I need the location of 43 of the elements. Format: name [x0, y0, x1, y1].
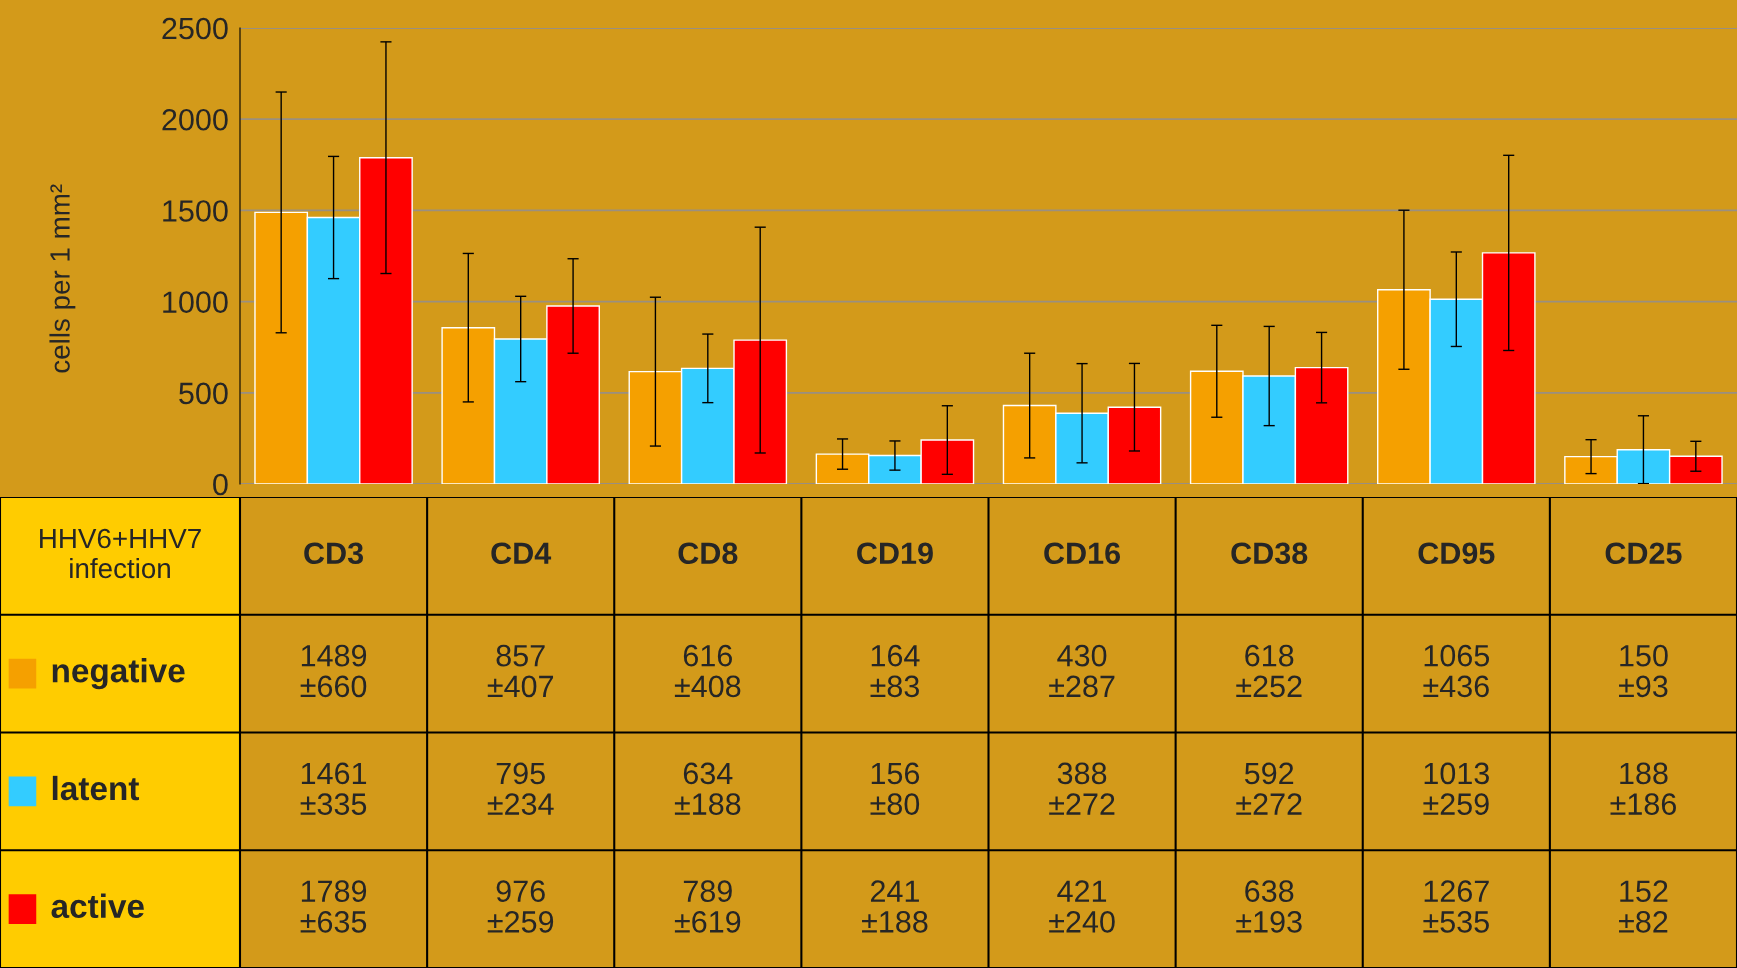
y-tick-label: 500 [179, 382, 228, 405]
y-tick-label: 2000 [162, 108, 228, 131]
x-tick-label: CD19 [857, 542, 933, 565]
data-label: 430 ±287 [1049, 644, 1115, 698]
x-tick-label: CD95 [1418, 542, 1495, 565]
data-label: 616 ±408 [674, 644, 741, 698]
data-label: 1489 ±660 [300, 644, 367, 698]
y-tick-label: 2500 [162, 17, 228, 40]
data-label: 156 ±80 [870, 762, 920, 815]
data-label: 638 ±193 [1236, 880, 1302, 933]
y-axis-title: cells per 1 mm² [49, 184, 76, 373]
legend-title: HHV6+HHV7 infection [40, 528, 201, 579]
x-tick-label: CD3 [304, 542, 364, 565]
data-label: 421 ±240 [1049, 880, 1115, 933]
data-label: 388 ±272 [1049, 762, 1115, 815]
legend-label: active [51, 893, 144, 919]
x-tick-label: CD4 [491, 542, 552, 565]
data-label: 795 ±234 [487, 762, 554, 815]
y-tick-label: 1000 [163, 291, 228, 313]
x-tick-label: CD8 [678, 542, 738, 565]
legend-label: latent [52, 775, 140, 801]
data-label: 857 ±407 [487, 644, 554, 698]
data-label: 152 ±82 [1619, 880, 1668, 933]
data-label: 634 ±188 [674, 762, 741, 815]
x-tick-label: CD25 [1605, 542, 1682, 565]
data-label: 1267 ±535 [1423, 880, 1489, 933]
data-label: 1789 ±635 [300, 880, 367, 933]
y-tick-label: 1500 [163, 200, 228, 222]
x-tick-label: CD38 [1231, 542, 1308, 565]
data-label: 618 ±252 [1236, 644, 1302, 698]
data-label: 1461 ±335 [300, 762, 367, 815]
data-label: 150 ±93 [1619, 644, 1668, 698]
y-tick-label: 0 [213, 473, 228, 496]
legend-label: negative [52, 658, 185, 690]
data-label: 1013 ±259 [1423, 762, 1489, 815]
data-label: 789 ±619 [674, 880, 741, 933]
x-tick-label: CD16 [1044, 542, 1121, 565]
data-label: 1065 ±436 [1423, 644, 1490, 698]
data-label: 188 ±186 [1610, 762, 1676, 815]
data-label: 592 ±272 [1236, 762, 1302, 815]
data-label: 976 ±259 [487, 880, 554, 933]
data-label: 241 ±188 [862, 880, 928, 933]
data-label: 164 ±83 [870, 644, 920, 698]
